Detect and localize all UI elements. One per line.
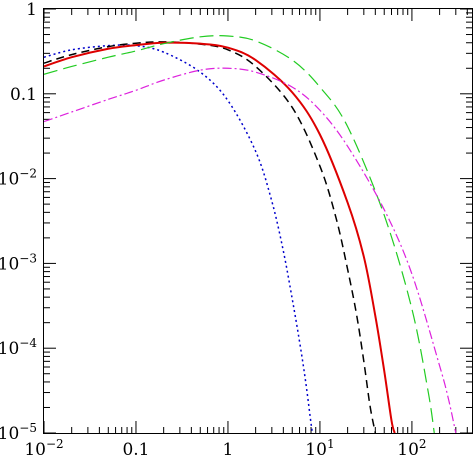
- y-tick-label: 10−2: [0, 167, 37, 190]
- ticks: [43, 8, 472, 434]
- tick-labels: 10−2 0.1 1 101 102 1 0.1 10−2 10−3 10−4 10−5: [0, 0, 427, 456]
- y-tick-label: 1: [26, 0, 37, 20]
- series-line-3: [44, 41, 396, 433]
- y-tick-label: 10−4: [0, 336, 37, 359]
- series-line-5: [44, 67, 457, 433]
- x-tick-label: 101: [305, 437, 334, 456]
- series-line-4: [44, 35, 435, 433]
- y-tick-label: 0.1: [10, 85, 37, 105]
- series-line-1: [44, 44, 314, 433]
- plot-frame: [43, 8, 473, 434]
- x-tick-label: 10−2: [24, 437, 63, 456]
- x-tick-label: 102: [397, 437, 426, 456]
- x-tick-label: 1: [223, 440, 234, 456]
- y-tick-label: 10−5: [0, 421, 37, 444]
- y-tick-label: 10−3: [0, 251, 37, 274]
- series-line-2: [44, 41, 377, 433]
- x-tick-label: 0.1: [122, 440, 149, 456]
- series-layer: [44, 35, 457, 433]
